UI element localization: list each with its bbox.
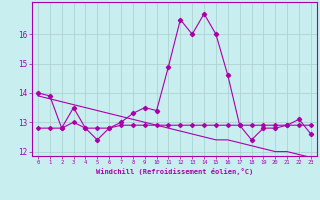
X-axis label: Windchill (Refroidissement éolien,°C): Windchill (Refroidissement éolien,°C) — [96, 168, 253, 175]
